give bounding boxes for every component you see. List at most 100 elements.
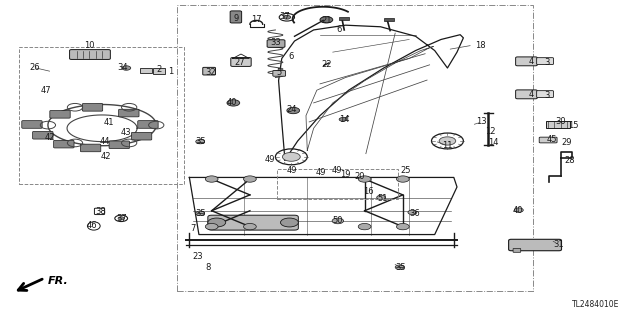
Circle shape xyxy=(339,117,347,121)
Circle shape xyxy=(118,217,124,220)
Circle shape xyxy=(244,176,256,182)
Circle shape xyxy=(205,176,218,182)
Text: 29: 29 xyxy=(561,138,572,148)
Text: 43: 43 xyxy=(121,128,132,137)
FancyBboxPatch shape xyxy=(109,141,129,148)
Text: 51: 51 xyxy=(377,194,388,203)
Text: 11: 11 xyxy=(442,141,452,150)
Circle shape xyxy=(287,107,300,114)
FancyBboxPatch shape xyxy=(153,68,164,74)
Text: 30: 30 xyxy=(556,117,566,126)
Text: 37: 37 xyxy=(116,214,127,223)
Text: 23: 23 xyxy=(193,252,203,261)
Bar xyxy=(384,18,394,21)
Text: 33: 33 xyxy=(270,38,281,47)
Text: 34: 34 xyxy=(117,63,128,72)
Text: 21: 21 xyxy=(321,16,332,25)
Text: 49: 49 xyxy=(332,166,342,175)
Text: 32: 32 xyxy=(205,68,216,77)
Text: 6: 6 xyxy=(289,52,294,61)
Text: 35: 35 xyxy=(195,137,205,146)
Text: 42: 42 xyxy=(45,133,55,142)
Text: 35: 35 xyxy=(195,209,205,218)
Circle shape xyxy=(320,17,333,23)
Text: 7: 7 xyxy=(190,224,195,233)
FancyBboxPatch shape xyxy=(81,144,100,152)
Text: 13: 13 xyxy=(477,117,487,126)
Text: 49: 49 xyxy=(287,166,297,175)
Text: 14: 14 xyxy=(488,138,499,147)
FancyBboxPatch shape xyxy=(50,110,70,118)
Circle shape xyxy=(439,137,456,145)
FancyBboxPatch shape xyxy=(537,91,554,98)
FancyBboxPatch shape xyxy=(513,249,521,252)
Circle shape xyxy=(396,223,409,230)
Text: 41: 41 xyxy=(103,118,114,127)
Text: 18: 18 xyxy=(476,41,486,50)
FancyBboxPatch shape xyxy=(140,68,152,73)
Text: 12: 12 xyxy=(486,127,496,136)
Text: 19: 19 xyxy=(340,170,351,179)
Circle shape xyxy=(196,140,205,144)
Text: 50: 50 xyxy=(333,216,343,225)
FancyBboxPatch shape xyxy=(131,132,152,140)
Text: 40: 40 xyxy=(512,206,523,215)
Circle shape xyxy=(282,152,300,161)
Text: 31: 31 xyxy=(553,240,564,249)
FancyBboxPatch shape xyxy=(118,109,139,117)
Text: 14: 14 xyxy=(339,115,349,124)
Circle shape xyxy=(208,218,226,227)
FancyBboxPatch shape xyxy=(70,50,110,60)
Text: 46: 46 xyxy=(86,221,97,230)
Text: 17: 17 xyxy=(251,15,262,24)
Text: 49: 49 xyxy=(316,168,326,177)
Text: 49: 49 xyxy=(265,155,276,164)
Circle shape xyxy=(395,265,404,269)
Text: 16: 16 xyxy=(363,187,374,196)
Text: 40: 40 xyxy=(227,99,237,108)
FancyBboxPatch shape xyxy=(509,239,561,251)
Circle shape xyxy=(205,223,218,230)
Circle shape xyxy=(408,210,417,215)
Text: 20: 20 xyxy=(355,172,365,181)
Text: 25: 25 xyxy=(401,166,412,175)
Circle shape xyxy=(377,195,386,200)
Circle shape xyxy=(358,223,371,230)
Text: 4: 4 xyxy=(529,57,534,66)
Text: 8: 8 xyxy=(206,263,211,272)
Text: 4: 4 xyxy=(529,90,534,99)
FancyBboxPatch shape xyxy=(540,137,557,143)
FancyBboxPatch shape xyxy=(33,132,53,139)
Text: 3: 3 xyxy=(544,91,550,100)
Text: 1: 1 xyxy=(168,67,173,76)
Circle shape xyxy=(358,176,371,182)
FancyBboxPatch shape xyxy=(203,68,216,75)
FancyBboxPatch shape xyxy=(208,215,298,230)
FancyBboxPatch shape xyxy=(516,57,538,66)
Text: 42: 42 xyxy=(100,152,111,161)
Circle shape xyxy=(227,100,240,106)
Text: 2: 2 xyxy=(157,65,162,74)
FancyBboxPatch shape xyxy=(231,58,251,67)
FancyBboxPatch shape xyxy=(267,40,285,47)
Text: 47: 47 xyxy=(41,86,51,95)
Text: 5: 5 xyxy=(276,68,281,77)
Text: 22: 22 xyxy=(321,60,332,69)
Circle shape xyxy=(196,211,205,215)
Text: 28: 28 xyxy=(564,156,575,164)
Text: 9: 9 xyxy=(233,14,239,23)
Circle shape xyxy=(122,66,131,70)
FancyBboxPatch shape xyxy=(138,121,158,128)
Circle shape xyxy=(283,15,291,19)
FancyBboxPatch shape xyxy=(545,121,570,128)
Text: 24: 24 xyxy=(287,105,297,114)
Text: 3: 3 xyxy=(544,58,550,67)
Circle shape xyxy=(332,218,344,224)
FancyBboxPatch shape xyxy=(83,104,102,111)
Text: 15: 15 xyxy=(568,121,578,130)
FancyBboxPatch shape xyxy=(537,58,554,65)
FancyBboxPatch shape xyxy=(273,70,285,76)
FancyBboxPatch shape xyxy=(22,121,42,128)
Circle shape xyxy=(515,208,524,212)
Text: TL2484010E: TL2484010E xyxy=(572,300,620,309)
